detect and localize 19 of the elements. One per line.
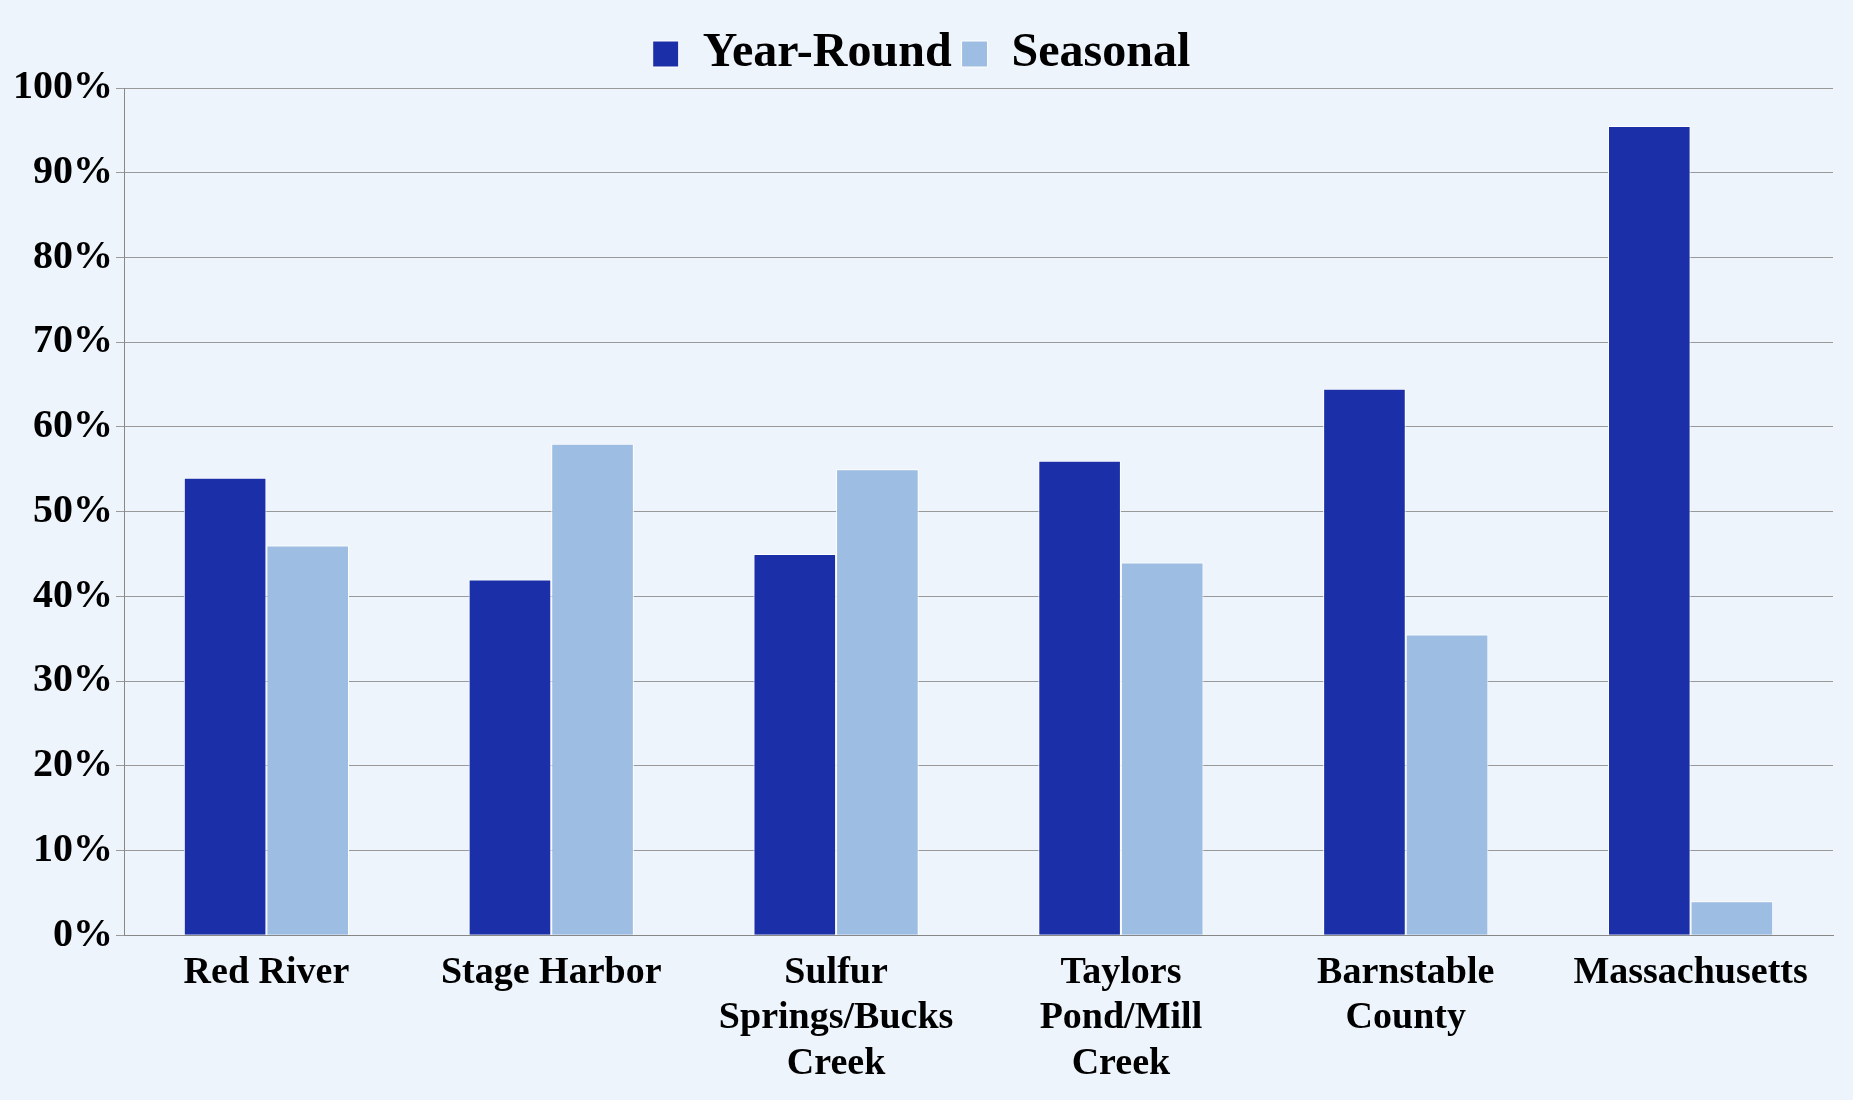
y-tick-label: 0% [53, 909, 113, 955]
y-tick-label: 100% [13, 62, 113, 108]
y-tick-label: 80% [33, 231, 113, 277]
x-tick-label: Stage Harbor [440, 948, 662, 991]
y-tick-label: 10% [33, 824, 113, 870]
y-tick-label: 90% [33, 147, 113, 193]
y-tick-label: 40% [33, 570, 113, 616]
x-tick-label: Massachusetts [1573, 948, 1808, 991]
x-tick-label: Red River [183, 948, 350, 991]
y-tick-label: 20% [33, 740, 113, 786]
legend-label: Seasonal [1011, 23, 1191, 77]
y-tick-label: 30% [33, 655, 113, 701]
x-tick-label: Taylors Pond/Mill Creek [1039, 948, 1203, 1083]
x-tick-label: Barnstable County [1317, 948, 1495, 1037]
y-tick-label: 60% [33, 401, 113, 447]
x-tick-label: Sulfur Springs/Bucks Creek [718, 948, 954, 1083]
y-tick-label: 70% [33, 316, 113, 362]
legend-label: Year-Round [702, 23, 952, 77]
y-tick-label: 50% [33, 485, 113, 531]
